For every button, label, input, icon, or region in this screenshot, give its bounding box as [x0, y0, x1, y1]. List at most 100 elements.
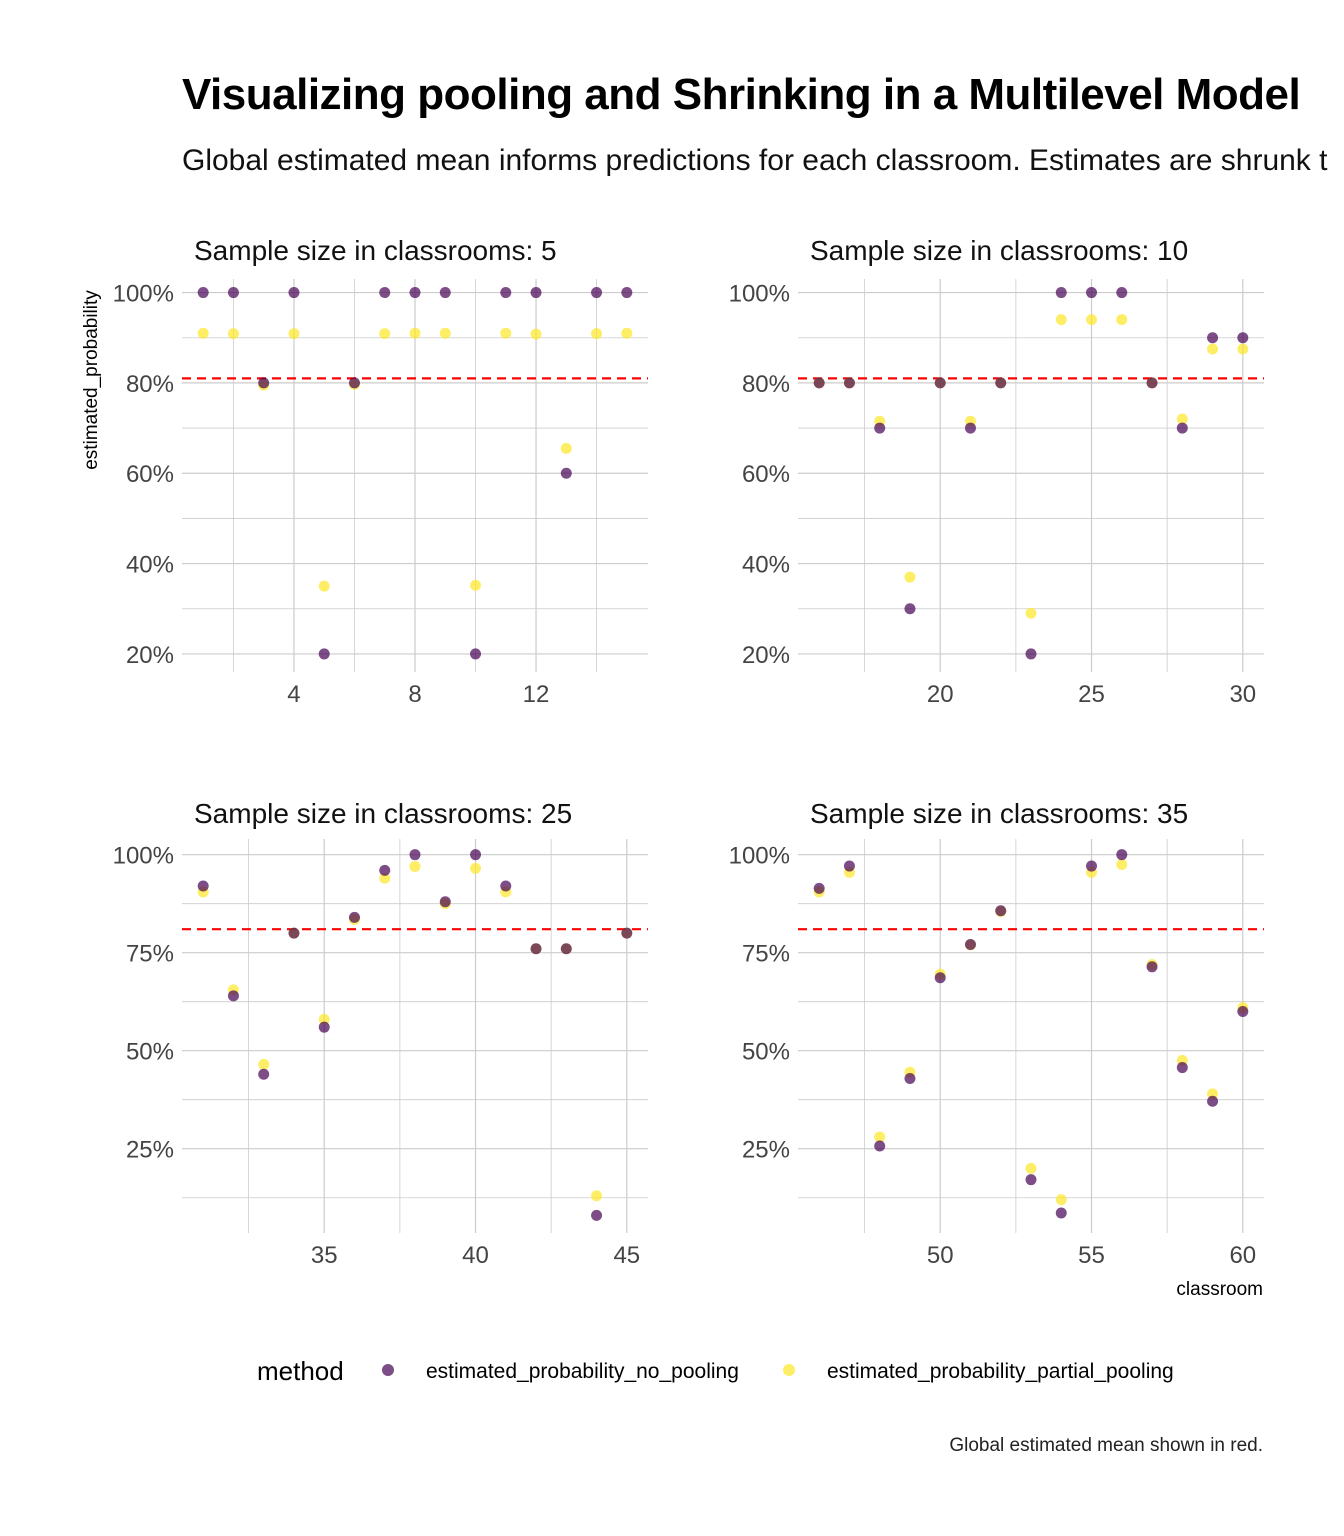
- point-no-pooling: [318, 648, 330, 660]
- point-no-pooling: [1086, 287, 1098, 299]
- point-partial-pooling: [379, 872, 391, 884]
- point-no-pooling: [560, 943, 572, 955]
- chart-title: Visualizing pooling and Shrinking in a M…: [182, 70, 1301, 119]
- point-no-pooling: [904, 1073, 916, 1085]
- point-no-pooling: [964, 938, 976, 950]
- y-tick-label: 100%: [113, 843, 174, 870]
- x-tick-label: 45: [613, 1242, 640, 1269]
- y-tick-label: 100%: [729, 281, 790, 308]
- point-no-pooling: [621, 287, 633, 299]
- x-tick-label: 55: [1078, 1242, 1105, 1269]
- point-partial-pooling: [318, 1013, 330, 1025]
- point-no-pooling: [904, 603, 916, 615]
- legend-key-partial-pooling: [783, 1364, 795, 1376]
- point-no-pooling: [227, 990, 239, 1002]
- point-no-pooling: [1207, 332, 1219, 344]
- point-no-pooling: [348, 377, 360, 389]
- point-no-pooling: [1086, 860, 1098, 872]
- y-tick-label: 50%: [742, 1039, 790, 1066]
- point-no-pooling: [874, 1140, 886, 1152]
- point-no-pooling: [995, 905, 1007, 917]
- point-no-pooling: [591, 287, 603, 299]
- point-no-pooling: [843, 377, 855, 389]
- point-partial-pooling: [258, 1058, 270, 1070]
- x-tick-label: 8: [408, 681, 421, 708]
- point-no-pooling: [1055, 287, 1067, 299]
- facet-title: Sample size in classrooms: 10: [810, 235, 1188, 266]
- point-no-pooling: [500, 880, 512, 892]
- point-no-pooling: [227, 287, 239, 299]
- point-no-pooling: [379, 287, 391, 299]
- point-no-pooling: [258, 377, 270, 389]
- point-partial-pooling: [1116, 858, 1128, 870]
- point-no-pooling: [813, 882, 825, 894]
- point-no-pooling: [1237, 1005, 1249, 1017]
- legend-label-partial-pooling: estimated_probability_partial_pooling: [827, 1360, 1174, 1383]
- point-partial-pooling: [1055, 1194, 1067, 1206]
- y-tick-label: 20%: [126, 642, 174, 669]
- point-no-pooling: [843, 860, 855, 872]
- point-no-pooling: [934, 972, 946, 984]
- point-partial-pooling: [288, 328, 300, 340]
- point-no-pooling: [439, 287, 451, 299]
- facet-1: 20% 40% 60% 80% 100% 4 8 12 Sample size in class…: [113, 235, 648, 708]
- point-no-pooling: [1116, 287, 1128, 299]
- point-no-pooling: [560, 467, 572, 479]
- y-tick-label: 40%: [742, 552, 790, 579]
- point-partial-pooling: [318, 580, 330, 592]
- legend-title: method: [257, 1356, 344, 1386]
- x-tick-label: 40: [462, 1242, 489, 1269]
- point-partial-pooling: [621, 327, 633, 339]
- point-no-pooling: [409, 849, 421, 861]
- facet-4: 25% 50% 75% 100% 50 55 60 Sample size in classr…: [729, 798, 1264, 1269]
- point-no-pooling: [288, 927, 300, 939]
- point-partial-pooling: [379, 328, 391, 340]
- point-no-pooling: [500, 287, 512, 299]
- point-partial-pooling: [1025, 607, 1037, 619]
- x-tick-label: 60: [1229, 1242, 1256, 1269]
- point-no-pooling: [470, 849, 482, 861]
- point-partial-pooling: [439, 327, 451, 339]
- point-no-pooling: [1146, 377, 1158, 389]
- y-tick-label: 20%: [742, 642, 790, 669]
- y-tick-label: 100%: [729, 843, 790, 870]
- facet-title: Sample size in classrooms: 35: [810, 798, 1188, 829]
- point-no-pooling: [591, 1209, 603, 1221]
- y-tick-label: 60%: [126, 461, 174, 488]
- point-partial-pooling: [904, 571, 916, 583]
- point-no-pooling: [1025, 1174, 1037, 1186]
- y-axis-label: estimated_probability: [81, 290, 102, 470]
- point-partial-pooling: [874, 1131, 886, 1143]
- point-partial-pooling: [409, 860, 421, 872]
- point-partial-pooling: [197, 327, 209, 339]
- x-tick-label: 35: [311, 1242, 338, 1269]
- x-axis-label: classroom: [1176, 1279, 1263, 1300]
- point-partial-pooling: [1025, 1162, 1037, 1174]
- point-partial-pooling: [591, 1190, 603, 1202]
- point-partial-pooling: [409, 327, 421, 339]
- point-no-pooling: [197, 287, 209, 299]
- point-no-pooling: [1116, 849, 1128, 861]
- point-partial-pooling: [591, 328, 603, 340]
- point-no-pooling: [1025, 648, 1037, 660]
- y-tick-label: 60%: [742, 461, 790, 488]
- point-no-pooling: [1207, 1095, 1219, 1107]
- point-partial-pooling: [1055, 314, 1067, 326]
- point-no-pooling: [470, 648, 482, 660]
- x-tick-label: 4: [287, 681, 300, 708]
- point-no-pooling: [874, 422, 886, 434]
- point-no-pooling: [1055, 1207, 1067, 1219]
- point-no-pooling: [288, 287, 300, 299]
- point-no-pooling: [1176, 422, 1188, 434]
- point-no-pooling: [348, 911, 360, 923]
- y-tick-label: 25%: [742, 1137, 790, 1164]
- y-tick-label: 75%: [742, 941, 790, 968]
- point-partial-pooling: [530, 328, 542, 340]
- point-partial-pooling: [1086, 314, 1098, 326]
- point-no-pooling: [409, 287, 421, 299]
- legend-label-no-pooling: estimated_probability_no_pooling: [426, 1360, 739, 1383]
- y-tick-label: 100%: [113, 281, 174, 308]
- chart-subtitle: Global estimated mean informs prediction…: [182, 144, 1328, 177]
- point-no-pooling: [530, 943, 542, 955]
